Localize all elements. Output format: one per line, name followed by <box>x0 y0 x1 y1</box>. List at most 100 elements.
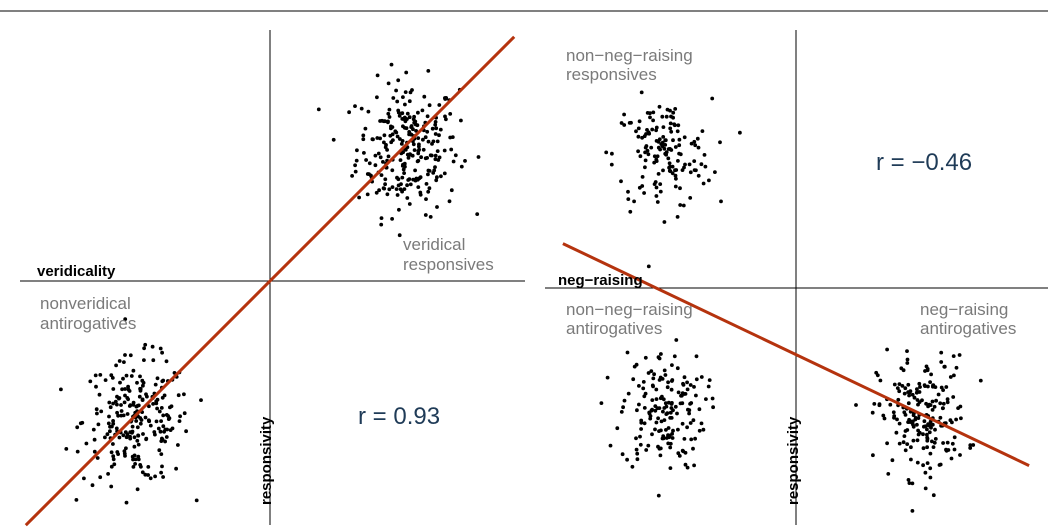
data-point-group1 <box>651 376 656 381</box>
data-point-group2 <box>952 373 956 378</box>
data-point-group2 <box>906 401 911 406</box>
data-point-group0 <box>609 162 614 167</box>
data-point-group0 <box>416 158 421 163</box>
data-point-group0 <box>678 186 682 191</box>
data-point-group1 <box>689 437 694 442</box>
data-point-group0 <box>357 195 361 200</box>
data-point-group1 <box>685 387 690 392</box>
data-point-group2 <box>910 392 915 397</box>
group-label-non-neg-raising-antirogatives-line1: non−neg−raising <box>566 300 693 319</box>
data-point-group0 <box>437 103 442 107</box>
data-point-group1 <box>123 387 127 391</box>
data-point-group0 <box>397 207 401 212</box>
data-point-group1 <box>109 450 114 455</box>
group-label-veridical-responsives-line1: veridical <box>403 235 465 254</box>
data-point-group0 <box>407 202 412 206</box>
data-point-group0 <box>408 182 413 187</box>
data-point-group0 <box>400 139 405 143</box>
data-point-group0 <box>405 196 410 200</box>
data-point-group1 <box>670 401 674 405</box>
data-point-group2 <box>882 416 887 421</box>
data-point-group0 <box>400 189 404 194</box>
data-point-group0 <box>416 110 420 115</box>
data-point-group0 <box>459 164 464 169</box>
data-point-group0 <box>666 156 671 161</box>
fit-line-veridicality <box>24 35 516 527</box>
data-point-group0 <box>412 148 417 153</box>
data-point-group0 <box>433 165 437 170</box>
data-point-group0 <box>374 190 379 195</box>
data-point-group0 <box>426 168 431 173</box>
data-point-group1 <box>654 397 659 401</box>
data-point-group1 <box>143 415 148 420</box>
data-point-group0 <box>411 142 416 147</box>
data-point-group1 <box>111 457 116 462</box>
data-point-group1 <box>117 435 122 440</box>
group-label-veridical-responsives-line2: responsives <box>403 255 494 274</box>
data-point-group1 <box>169 404 174 409</box>
data-point-group0 <box>416 136 421 141</box>
data-point-group2 <box>915 387 919 392</box>
data-point-group0 <box>418 190 423 195</box>
data-point-group0 <box>407 130 412 134</box>
data-point-group1 <box>159 419 164 423</box>
data-point-group1 <box>650 398 655 402</box>
data-point-group1 <box>199 398 203 402</box>
data-point-group0 <box>389 140 394 145</box>
data-point-group2 <box>903 413 908 417</box>
data-point-group0 <box>675 129 680 134</box>
data-point-group1 <box>122 360 126 364</box>
data-point-group1 <box>687 411 691 416</box>
data-point-group2 <box>895 386 900 390</box>
data-point-group0 <box>355 148 359 153</box>
data-point-group2 <box>905 357 910 362</box>
data-point-group1 <box>78 421 83 426</box>
data-point-group1 <box>662 418 667 422</box>
data-point-group1 <box>124 500 129 505</box>
data-point-group0 <box>671 110 676 115</box>
data-point-group1 <box>108 429 112 434</box>
data-point-group2 <box>941 388 945 392</box>
data-point-group1 <box>97 392 102 397</box>
data-point-group1 <box>639 427 643 431</box>
data-point-group0 <box>434 126 439 131</box>
data-point-group2 <box>892 415 896 420</box>
data-point-group2 <box>905 428 910 432</box>
data-point-group0 <box>688 170 693 175</box>
data-point-group0 <box>402 187 407 192</box>
data-point-group0 <box>443 114 447 119</box>
data-point-group1 <box>182 392 186 397</box>
data-point-group1 <box>160 464 164 469</box>
data-point-group1 <box>111 454 116 459</box>
data-point-group0 <box>442 171 447 176</box>
data-point-group0 <box>642 191 646 195</box>
data-point-group1 <box>638 434 642 439</box>
data-point-group1 <box>634 362 639 367</box>
data-point-group2 <box>944 385 949 389</box>
data-point-group0 <box>449 147 454 152</box>
data-point-group1 <box>656 444 660 449</box>
data-point-group1 <box>683 462 688 467</box>
data-point-group1 <box>118 380 122 385</box>
data-point-group0 <box>406 178 411 182</box>
data-point-group0 <box>673 107 678 111</box>
data-point-group0 <box>439 174 443 179</box>
data-point-group0 <box>426 139 431 144</box>
data-point-group1 <box>625 457 629 462</box>
data-point-group1 <box>116 413 120 418</box>
data-point-group0 <box>371 137 375 142</box>
data-point-group0 <box>701 181 706 186</box>
data-point-group1 <box>164 435 169 439</box>
data-point-group0 <box>475 212 480 217</box>
group-label-nonveridical-antirogatives-line1: nonveridical <box>40 294 131 313</box>
data-point-group0 <box>364 158 368 162</box>
data-point-group2 <box>930 422 935 427</box>
data-point-group2 <box>892 382 897 387</box>
data-point-group1 <box>130 429 135 434</box>
data-point-group1 <box>641 386 646 391</box>
data-point-group1 <box>693 436 697 441</box>
data-point-group0 <box>359 106 364 111</box>
data-point-group1 <box>691 418 696 423</box>
data-point-group0 <box>639 90 644 95</box>
data-point-group0 <box>426 189 431 194</box>
